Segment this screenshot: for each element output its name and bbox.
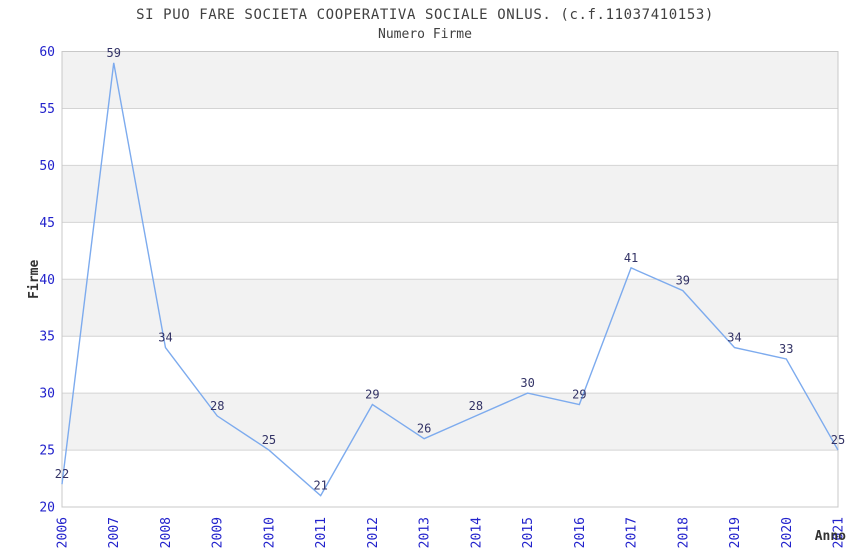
plot-border (61, 51, 839, 508)
y-tick-label: 55 (39, 102, 55, 117)
y-axis-title: Firme (27, 260, 42, 299)
data-point-label: 33 (779, 342, 793, 356)
chart-subtitle: Numero Firme (378, 27, 472, 42)
x-tick-label: 2014 (469, 517, 484, 548)
y-tick-label: 40 (39, 273, 55, 288)
data-point-labels: 22 59 34 28 25 21 29 26 28 30 29 41 39 34 33 25 (55, 46, 845, 493)
data-point-label: 22 (55, 467, 69, 481)
x-tick-label: 2012 (366, 517, 381, 548)
x-tick-label: 2017 (625, 517, 640, 548)
x-tick-label: 2011 (314, 517, 329, 548)
data-point-label: 25 (262, 433, 276, 447)
data-point-label: 59 (107, 46, 121, 60)
data-point-label: 28 (469, 399, 483, 413)
band (62, 51, 838, 109)
data-point-label: 25 (831, 433, 845, 447)
y-tick-label: 45 (39, 216, 55, 231)
data-point-label: 34 (727, 331, 741, 345)
data-point-label: 26 (417, 422, 431, 436)
data-point-label: 28 (210, 399, 224, 413)
data-point-label: 41 (624, 251, 638, 265)
x-tick-label: 2018 (676, 517, 691, 548)
data-point-label: 29 (365, 388, 379, 402)
x-tick-label: 2007 (107, 517, 122, 548)
x-tick-label: 2013 (418, 517, 433, 548)
x-axis-tick-labels: 2006 2007 2008 2009 2010 2011 2012 2013 2014 2015… (56, 517, 847, 548)
data-point-label: 30 (520, 376, 534, 390)
x-axis-title: Anno (815, 529, 846, 544)
x-tick-label: 2021 (832, 517, 847, 548)
y-tick-label: 35 (39, 330, 55, 345)
y-tick-label: 60 (39, 45, 55, 60)
x-tick-label: 2016 (573, 517, 588, 548)
chart-title: SI PUO FARE SOCIETA COOPERATIVA SOCIALE … (136, 7, 714, 23)
y-axis-tick-labels: 20 25 30 35 40 45 50 55 60 (39, 45, 55, 516)
data-point-label: 39 (676, 274, 690, 288)
x-tick-label: 2020 (780, 517, 795, 548)
data-point-label: 29 (572, 388, 586, 402)
y-tick-label: 25 (39, 444, 55, 459)
band (62, 279, 838, 337)
x-tick-label: 2010 (262, 517, 277, 548)
y-tick-label: 20 (39, 501, 55, 516)
y-tick-label: 30 (39, 387, 55, 402)
x-tick-label: 2009 (211, 517, 226, 548)
plot-bands (62, 51, 838, 451)
x-tick-label: 2015 (521, 517, 536, 548)
x-tick-label: 2008 (159, 517, 174, 548)
band (62, 393, 838, 451)
data-point-label: 21 (313, 479, 327, 493)
x-tick-label: 2006 (56, 517, 71, 548)
data-line (61, 62, 839, 497)
band (62, 165, 838, 223)
x-tick-label: 2019 (728, 517, 743, 548)
y-tick-label: 50 (39, 159, 55, 174)
data-point-label: 34 (158, 331, 172, 345)
